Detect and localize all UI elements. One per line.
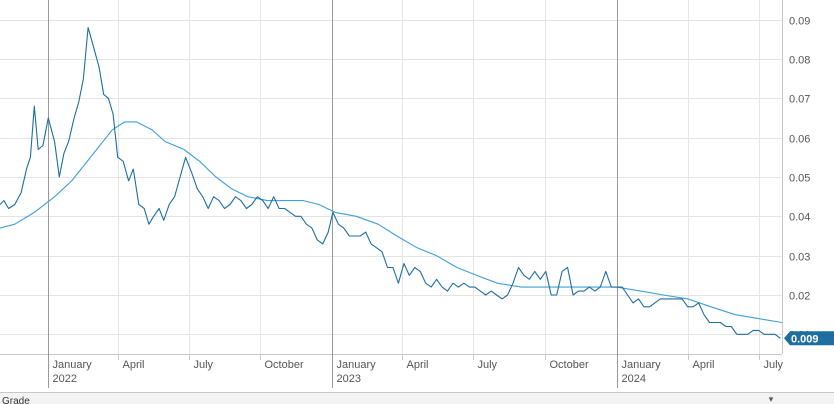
x-tick-label: April [407,359,429,371]
x-year-label: 2023 [337,373,361,385]
x-tick-label: January [622,359,662,371]
bottom-panel: Grade ▾ [0,392,834,404]
y-tick-label: 0.06 [789,134,810,146]
y-tick-label: 0.02 [789,291,810,303]
x-tick-label: October [265,359,304,371]
x-axis: January 2022 April July October January 2023 Ap… [0,354,784,388]
y-tick-label: 0.04 [789,212,810,224]
x-tick-label: January [53,359,93,371]
last-value-box [784,331,834,346]
last-value-label: 0.009 [791,333,819,345]
x-tick-label: April [123,359,145,371]
y-tick-label: 0.05 [789,173,810,185]
last-value-marker: 0.009 [784,331,834,346]
bottom-panel-title: Grade [2,396,30,404]
y-axis: 0.010.020.030.040.050.060.070.080.09 [782,0,810,354]
x-tick-label: July [194,359,214,371]
x-tick-label: July [764,359,784,371]
grid [0,0,782,354]
x-tick-label: April [693,359,715,371]
x-year-label: 2022 [53,373,77,385]
y-tick-label: 0.09 [789,16,810,28]
x-year-label: 2024 [622,373,646,385]
y-tick-label: 0.03 [789,252,810,264]
series-group [0,26,783,339]
x-tick-label: January [337,359,377,371]
y-tick-label: 0.07 [789,94,810,106]
caret-icon[interactable]: ▾ [768,394,774,404]
series-line [0,121,783,324]
x-tick-label: October [550,359,589,371]
y-tick-label: 0.08 [789,55,810,67]
x-tick-label: July [478,359,498,371]
series-line [0,26,781,339]
